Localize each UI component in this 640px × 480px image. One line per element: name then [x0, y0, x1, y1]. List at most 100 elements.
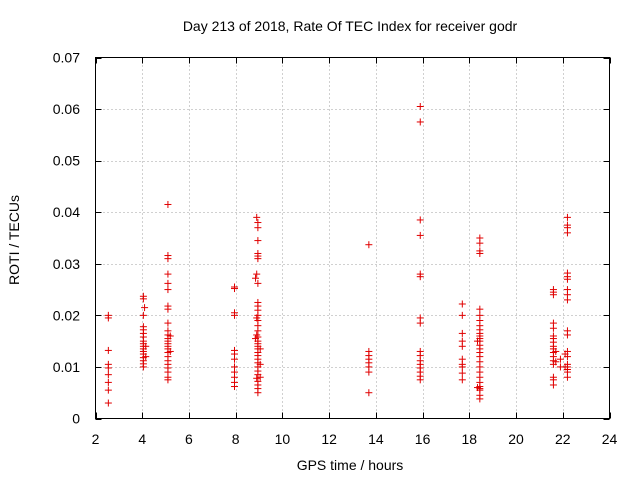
y-tick-label: 0.05	[53, 153, 80, 169]
y-axis-label: ROTI / TECUs	[6, 195, 22, 285]
data-point	[561, 350, 569, 358]
data-point	[476, 305, 484, 313]
x-tick-label: 8	[232, 431, 240, 447]
data-point	[141, 304, 149, 312]
data-point	[142, 342, 150, 350]
data-point	[549, 324, 557, 332]
data-point	[365, 241, 373, 249]
data-point	[166, 332, 174, 340]
data-point	[556, 355, 564, 363]
data-point	[476, 249, 484, 257]
data-point	[164, 270, 172, 278]
data-point	[458, 311, 466, 319]
data-point	[476, 395, 484, 403]
y-tick-label: 0.07	[53, 50, 80, 66]
data-point	[552, 358, 560, 366]
x-tick-label: 4	[138, 431, 146, 447]
data-point	[416, 319, 424, 327]
data-point	[166, 347, 174, 355]
data-point	[104, 371, 112, 379]
data-point	[563, 296, 571, 304]
data-point	[254, 279, 262, 287]
data-point	[254, 237, 262, 245]
x-tick-label: 24	[602, 431, 618, 447]
data-point	[104, 378, 112, 386]
y-tick-label: 0.06	[53, 101, 80, 117]
data-point	[256, 373, 264, 381]
axis-ticks	[95, 57, 611, 420]
data-point	[164, 319, 172, 327]
x-tick-label: 12	[321, 431, 337, 447]
x-tick-label: 16	[415, 431, 431, 447]
y-tick-labels: 0 0.01 0.02 0.03 0.04 0.05 0.06 0.07	[53, 50, 80, 427]
data-point	[458, 342, 466, 350]
data-point	[416, 231, 424, 239]
data-point	[164, 376, 172, 384]
data-point	[458, 363, 466, 371]
data-point	[549, 291, 557, 299]
data-point	[563, 213, 571, 221]
data-point	[256, 345, 264, 353]
data-point	[253, 374, 261, 382]
chart-title: Day 213 of 2018, Rate Of TEC Index for r…	[183, 18, 518, 34]
x-tick-label: 20	[508, 431, 524, 447]
data-point	[253, 213, 261, 221]
data-point	[256, 360, 264, 368]
x-axis-label: GPS time / hours	[297, 457, 404, 473]
x-tick-labels: 2 4 6 8 10 12 14 16 18 20 22 24	[92, 431, 618, 447]
data-point	[104, 346, 112, 354]
data-point	[104, 364, 112, 372]
data-point	[458, 300, 466, 308]
x-tick-label: 2	[92, 431, 100, 447]
x-tick-label: 10	[275, 431, 291, 447]
data-point	[164, 286, 172, 294]
data-point	[549, 381, 557, 389]
data-point	[416, 118, 424, 126]
data-point	[561, 363, 569, 371]
data-point	[253, 270, 261, 278]
data-point	[458, 369, 466, 377]
data-point	[164, 255, 172, 263]
data-point	[139, 363, 147, 371]
y-tick-label: 0.04	[53, 204, 80, 220]
data-point	[473, 384, 481, 392]
data-point	[476, 239, 484, 247]
y-tick-label: 0.02	[53, 307, 80, 323]
data-point	[164, 305, 172, 313]
data-point	[254, 255, 262, 263]
data-point	[473, 337, 481, 345]
y-tick-label: 0	[72, 411, 80, 427]
data-point	[416, 376, 424, 384]
data-point	[254, 224, 262, 232]
data-point	[458, 329, 466, 337]
data-point	[231, 355, 239, 363]
y-tick-label: 0.03	[53, 256, 80, 272]
data-point	[552, 347, 560, 355]
data-point	[563, 229, 571, 237]
data-point	[104, 399, 112, 407]
data-point	[104, 314, 112, 322]
data-point	[104, 386, 112, 394]
data-point	[416, 273, 424, 281]
data-point	[458, 376, 466, 384]
plot-frame	[95, 57, 610, 419]
x-tick-label: 14	[368, 431, 384, 447]
data-point	[365, 368, 373, 376]
data-point	[139, 295, 147, 303]
data-point	[563, 331, 571, 339]
data-point	[164, 200, 172, 208]
data-point	[231, 383, 239, 391]
data-point	[142, 353, 150, 361]
x-tick-label: 22	[555, 431, 571, 447]
y-tick-label: 0.01	[53, 359, 80, 375]
data-point	[164, 279, 172, 287]
data-point	[254, 389, 262, 397]
x-tick-label: 6	[185, 431, 193, 447]
data-point	[563, 275, 571, 283]
data-point	[416, 102, 424, 110]
data-point	[416, 216, 424, 224]
x-tick-label: 18	[462, 431, 478, 447]
data-point	[254, 327, 262, 335]
data-points	[104, 102, 571, 407]
